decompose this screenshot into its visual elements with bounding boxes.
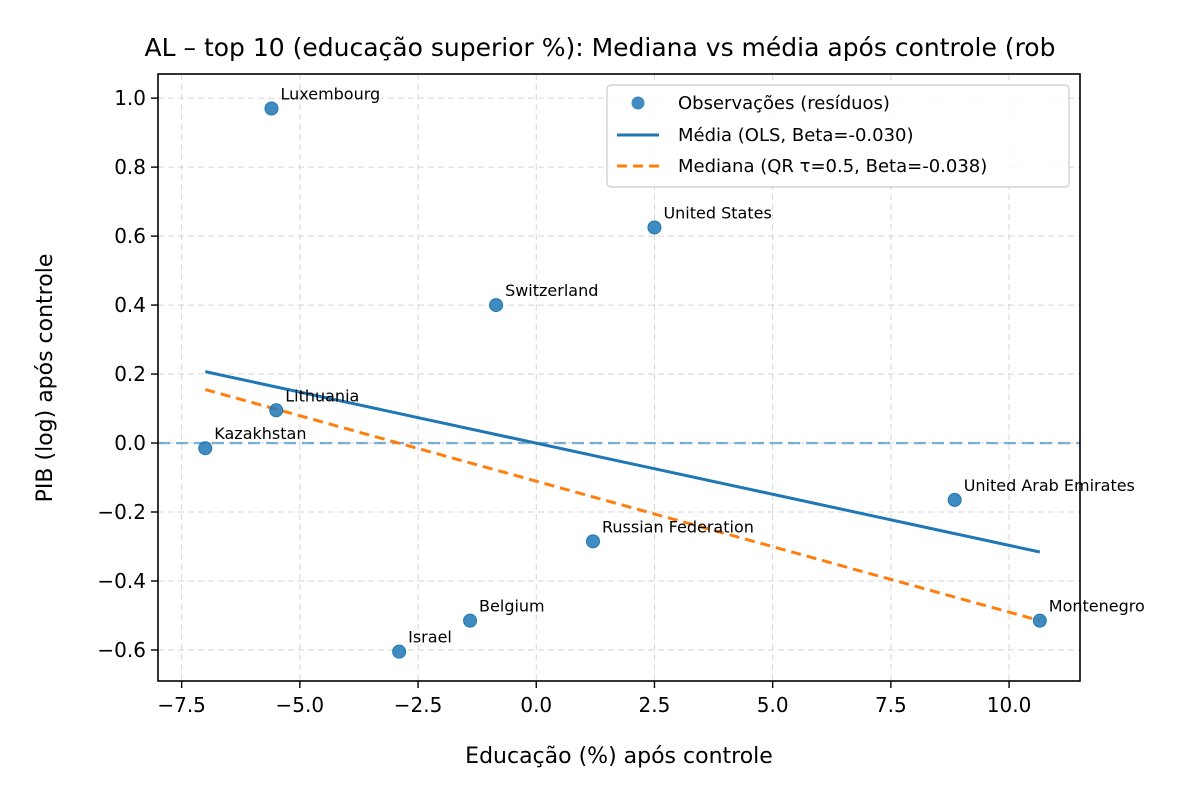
point-label: Russian Federation [602,517,754,536]
y-tick-label: 1.0 [114,86,146,110]
legend-entry: Mediana (QR τ=0.5, Beta=-0.038) [678,156,987,177]
legend-box [606,84,1070,188]
legend-entry: Observações (resíduos) [678,93,890,114]
legend: Observações (resíduos) Média (OLS, Beta=-… [606,84,1070,188]
legend-marker-observations [631,96,645,110]
scatter-points [198,101,1047,659]
point-label: Belgium [479,597,545,616]
point-label: Kazakhstan [214,424,306,443]
point-label: Montenegro [1049,597,1145,616]
x-tick-label: 7.5 [875,693,907,717]
fit-lines [204,370,1041,623]
scatter-point [463,613,478,628]
point-label: United States [663,203,771,222]
x-axis-title: Educação (%) após controle [465,744,773,769]
scatter-point [647,220,662,235]
point-label: Switzerland [505,281,598,300]
point-label: Lithuania [285,386,359,405]
x-tick-label: −2.5 [394,693,443,717]
scatter-point [198,441,213,456]
y-tick-label: 0.0 [114,431,146,455]
point-label: Luxembourg [280,84,380,103]
y-axis: −0.6 −0.4 −0.2 0.0 0.2 0.4 0.6 0.8 1.0 [97,86,158,662]
x-tick-label: 0.0 [520,693,552,717]
scatter-point [1032,613,1047,628]
x-tick-label: 10.0 [987,693,1032,717]
plot-frame [157,73,1081,682]
x-tick-label: −5.0 [276,693,325,717]
y-tick-label: 0.4 [114,293,146,317]
chart-title: AL – top 10 (educação superior %): Media… [145,33,1056,62]
y-tick-label: 0.8 [114,155,146,179]
legend-entry: Média (OLS, Beta=-0.030) [678,125,914,146]
point-label: United Arab Emirates [964,476,1135,495]
x-tick-label: −7.5 [157,693,206,717]
y-tick-label: −0.4 [97,569,146,593]
point-label: Israel [408,628,452,647]
x-axis: −7.5 −5.0 −2.5 0.0 2.5 5.0 7.5 10.0 [157,681,1031,717]
y-tick-label: 0.2 [114,362,146,386]
y-tick-label: 0.6 [114,224,146,248]
x-tick-label: 2.5 [639,693,671,717]
x-tick-label: 5.0 [757,693,789,717]
y-axis-title: PIB (log) após controle [33,254,58,503]
point-labels: Luxembourg United States Switzerland Lithua… [214,84,1145,646]
scatter-point [269,403,284,418]
ols-mean-line [204,370,1041,554]
scatter-point [264,101,279,116]
scatter-point [585,534,600,549]
scatter-point [489,298,504,313]
y-tick-label: −0.6 [97,638,146,662]
scatter-point [947,492,962,507]
scatter-point [392,644,407,659]
median-qr-line [204,388,1041,623]
y-tick-label: −0.2 [97,500,146,524]
